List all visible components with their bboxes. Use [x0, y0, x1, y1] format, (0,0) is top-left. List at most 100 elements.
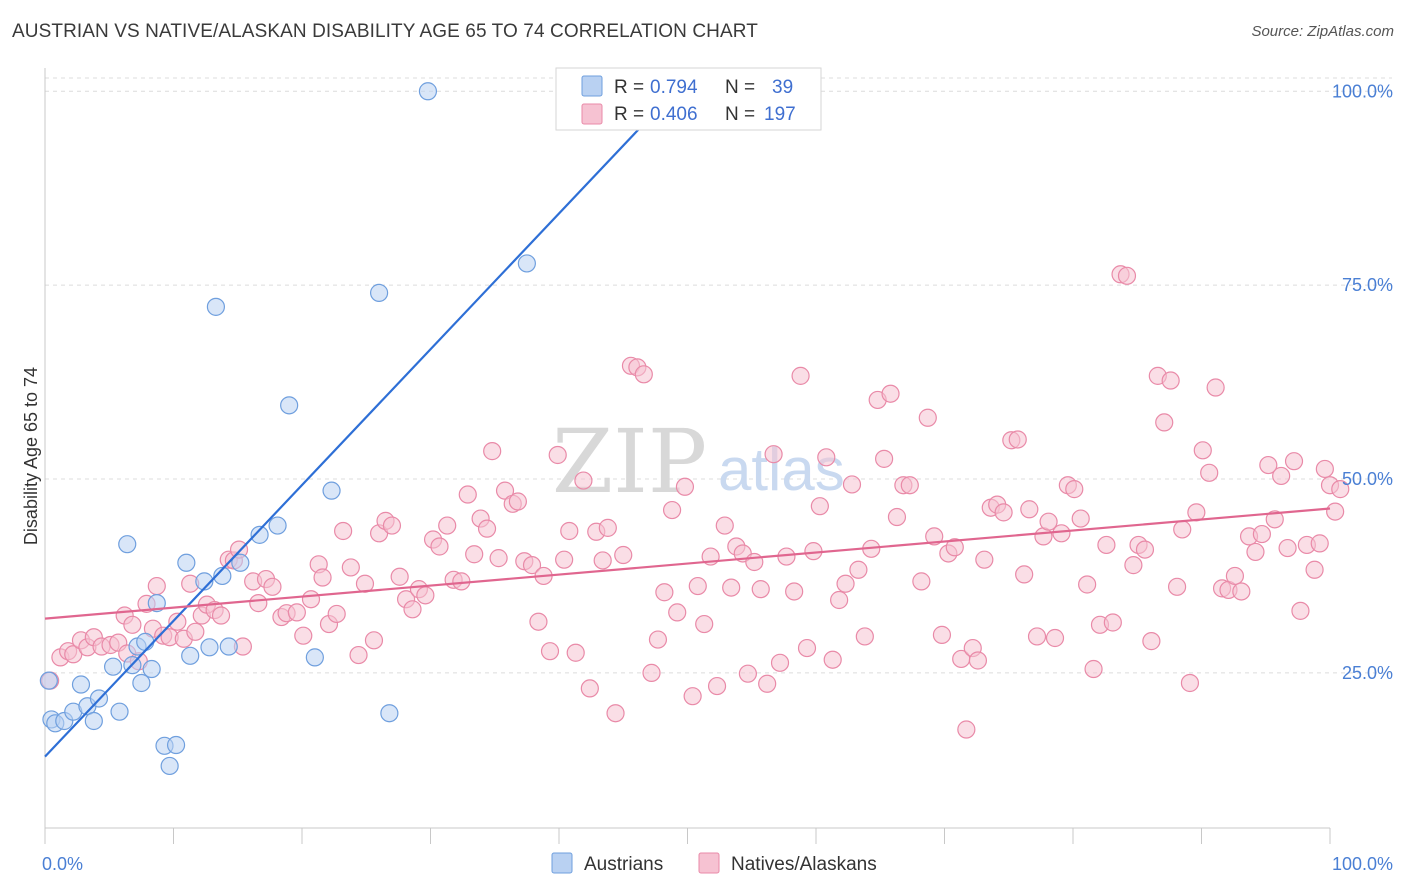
austrians-point-11 [118, 535, 137, 554]
austrians-point-28 [231, 553, 250, 572]
natives-point-164 [1124, 556, 1143, 575]
natives-point-96 [683, 687, 702, 706]
bottom-legend-natives: Natives/Alaskans [731, 854, 877, 875]
natives-point-131 [912, 572, 931, 591]
austrians-point-10 [110, 702, 129, 721]
natives-point-52 [390, 567, 409, 586]
natives-point-147 [1015, 565, 1034, 584]
natives-point-133 [925, 527, 944, 546]
watermark-zip: ZIP [552, 410, 707, 513]
axes [44, 68, 1331, 844]
legend-n-value-2: 197 [764, 104, 796, 125]
natives-point-194 [1315, 459, 1334, 479]
austrians-point-7 [84, 711, 103, 731]
y-axis-title: Disability Age 65 to 74 [21, 367, 41, 545]
austrians-point-23 [195, 572, 214, 591]
natives-point-166 [1135, 540, 1155, 559]
natives-point-123 [855, 627, 874, 646]
natives-point-81 [580, 679, 599, 698]
natives-point-113 [791, 366, 810, 385]
tick-labels: 25.0% 50.0% 75.0% 100.0% 0.0% 100.0% [42, 81, 1393, 874]
natives-point-41 [313, 568, 332, 587]
natives-point-181 [1232, 582, 1251, 601]
natives-point-48 [364, 631, 384, 650]
natives-point-26 [211, 606, 231, 625]
austrians-point-26 [213, 566, 232, 586]
bottom-legend-swatch-natives [698, 852, 720, 874]
natives-point-188 [1278, 538, 1297, 558]
austrians-point-31 [280, 396, 299, 415]
natives-point-72 [522, 556, 542, 575]
natives-point-46 [349, 645, 368, 665]
natives-point-174 [1187, 503, 1206, 522]
chart-title: AUSTRIAN VS NATIVE/ALASKAN DISABILITY AG… [12, 21, 758, 42]
austrians-point-0 [39, 671, 58, 690]
natives-point-197 [1331, 480, 1350, 499]
natives-point-141 [975, 550, 994, 569]
natives-point-190 [1291, 601, 1310, 620]
natives-point-163 [1117, 266, 1137, 285]
natives-point-140 [968, 651, 988, 670]
natives-point-58 [430, 537, 449, 556]
natives-point-130 [900, 476, 919, 495]
legend-r-label-2: R = [614, 104, 644, 125]
natives-point-56 [416, 586, 435, 605]
legend-n-label-2: N = [725, 104, 755, 125]
legend-top: R = 0.794 N = 39 R = 0.406 N = 197 [555, 67, 822, 131]
natives-point-184 [1252, 524, 1271, 544]
austrians-point-9 [104, 657, 123, 676]
natives-point-144 [994, 503, 1013, 522]
natives-point-160 [1097, 535, 1116, 555]
natives-point-173 [1180, 673, 1200, 693]
natives-point-39 [301, 590, 321, 609]
natives-point-119 [830, 590, 849, 610]
natives-point-121 [842, 475, 862, 494]
legend-swatch-natives [581, 103, 603, 125]
austrians-point-37 [517, 254, 536, 273]
trendlines [44, 90, 1331, 758]
natives-point-98 [695, 614, 714, 634]
austrians-point-22 [181, 646, 200, 665]
natives-point-148 [1020, 500, 1039, 519]
natives-point-118 [823, 650, 842, 669]
legend-n-label-1: N = [725, 77, 755, 98]
natives-point-45 [341, 558, 360, 577]
natives-point-177 [1206, 378, 1225, 397]
austrians-point-27 [219, 637, 238, 656]
y-tick-label-100: 100.0% [1332, 81, 1393, 101]
natives-point-128 [887, 507, 907, 527]
natives-point-43 [327, 604, 346, 624]
legend-swatch-austrians [581, 75, 603, 97]
legend-r-value-1: 0.794 [650, 77, 698, 98]
austrians-point-15 [136, 632, 155, 651]
austrians-point-14 [132, 673, 151, 693]
natives-point-54 [403, 600, 422, 619]
natives-point-105 [738, 664, 757, 683]
natives-point-107 [751, 580, 770, 599]
natives-point-171 [1167, 577, 1187, 596]
austrians-point-25 [206, 297, 226, 316]
natives-point-127 [881, 384, 900, 403]
natives-point-85 [606, 704, 625, 723]
natives-point-75 [540, 642, 560, 661]
austrians-point-5 [71, 675, 91, 694]
legend-r-label-1: R = [614, 77, 644, 98]
natives-point-156 [1071, 509, 1090, 528]
bottom-legend-swatch-austrians [551, 852, 573, 874]
natives-point-120 [836, 574, 855, 593]
natives-point-83 [593, 551, 612, 570]
natives-point-32 [249, 594, 268, 613]
natives-point-101 [715, 516, 734, 535]
natives-point-138 [957, 720, 976, 739]
natives-point-65 [477, 519, 497, 538]
x-tick-label-right: 100.0% [1332, 854, 1393, 874]
natives-point-116 [810, 497, 829, 516]
natives-point-79 [566, 643, 585, 662]
natives-point-126 [875, 449, 894, 468]
natives-point-77 [555, 550, 574, 569]
legend-n-value-1: 39 [772, 77, 793, 98]
natives-point-185 [1259, 455, 1278, 475]
natives-point-37 [287, 603, 306, 622]
natives-point-89 [634, 365, 653, 384]
